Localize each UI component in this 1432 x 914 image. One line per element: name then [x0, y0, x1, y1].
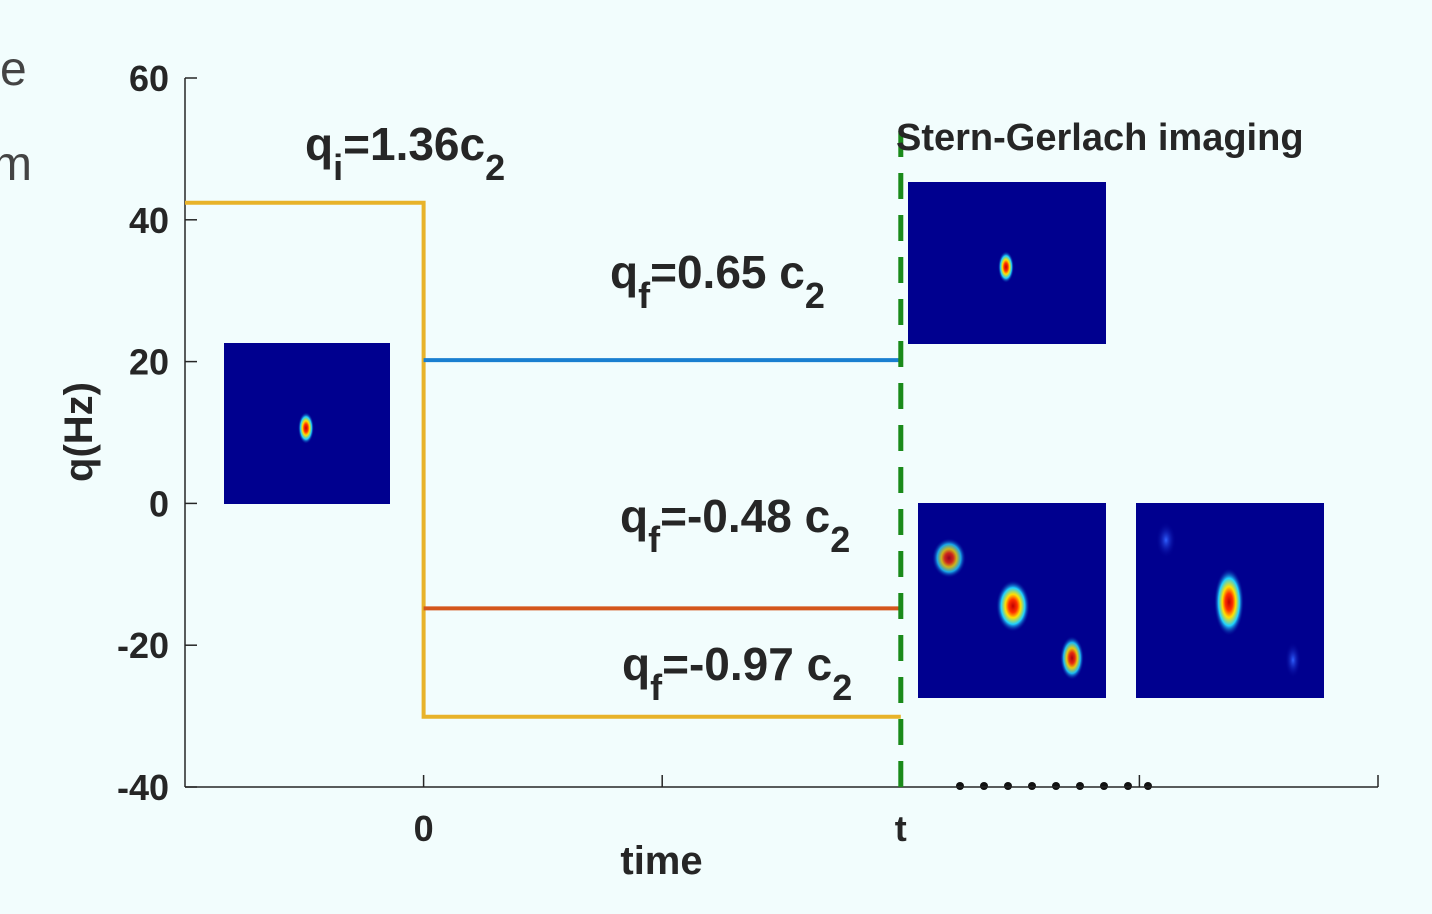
- x-tick-label: 0: [414, 808, 434, 849]
- y-tick-label: 20: [129, 342, 169, 383]
- annotation-part: q: [610, 246, 638, 298]
- subscript: i: [333, 147, 343, 188]
- y-tick-label: 60: [129, 58, 169, 99]
- cropped-text: e: [0, 43, 27, 96]
- atom-cloud: [932, 538, 966, 578]
- atom-cloud: [996, 580, 1030, 632]
- atom-cloud: [1156, 522, 1176, 558]
- y-tick-label: -40: [117, 767, 169, 808]
- y-tick-label: -20: [117, 625, 169, 666]
- page: e m -40-2002040600ttimeq(Hz)qi=1.36c2qf=…: [0, 0, 1432, 914]
- annotation-part: q: [620, 490, 648, 542]
- x-axis-label: time: [620, 839, 702, 883]
- annotation-part: =0.65 c: [650, 246, 805, 298]
- y-tick-label: 40: [129, 200, 169, 241]
- y-axis-label: q(Hz): [57, 382, 101, 482]
- subscript: 2: [485, 147, 505, 188]
- chart: e m -40-2002040600ttimeq(Hz)qi=1.36c2qf=…: [0, 0, 1432, 914]
- atom-cloud: [1214, 568, 1244, 636]
- annotation-part: =-0.48 c: [660, 490, 830, 542]
- subscript: 2: [830, 519, 850, 560]
- annotation-part: =-0.97 c: [662, 638, 832, 690]
- annotation-part: q: [622, 638, 650, 690]
- subscript: 2: [832, 667, 852, 708]
- imaging-label: Stern-Gerlach imaging: [896, 117, 1304, 159]
- atom-cloud: [1060, 636, 1084, 680]
- atom-cloud: [1285, 642, 1301, 678]
- annotation-part: =1.36c: [343, 118, 485, 170]
- atom-cloud: [998, 251, 1014, 283]
- cropped-text: m: [0, 138, 32, 191]
- x-tick-label: t: [895, 808, 907, 849]
- subscript: 2: [805, 275, 825, 316]
- y-tick-label: 0: [149, 483, 169, 524]
- annotation-part: q: [305, 118, 333, 170]
- atom-cloud: [298, 412, 314, 444]
